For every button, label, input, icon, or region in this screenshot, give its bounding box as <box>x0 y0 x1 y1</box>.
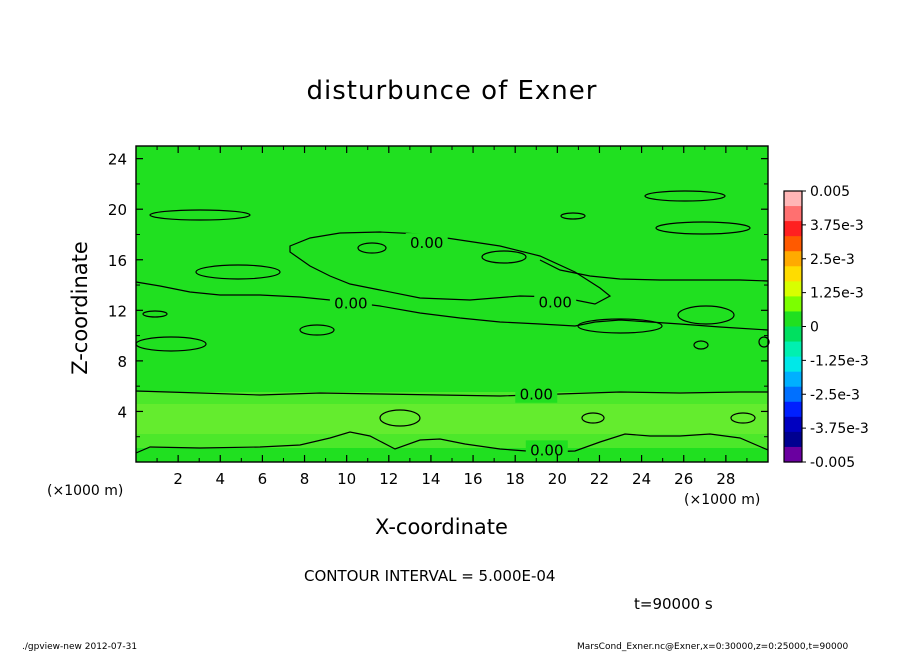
colorbar-swatch <box>784 371 802 388</box>
colorbar-swatch <box>784 251 802 267</box>
contour-line <box>135 281 769 331</box>
contour-label-bg <box>534 292 577 311</box>
colorbar-label: -1.25e-3 <box>810 353 869 369</box>
contour-line <box>581 412 605 424</box>
colorbar-swatch <box>784 431 802 448</box>
contour-label: 0.00 <box>520 386 553 404</box>
colorbar-swatch <box>784 386 802 403</box>
contour-line <box>577 318 663 334</box>
x-tick-label: 16 <box>464 470 483 488</box>
colorbar-swatch <box>784 416 802 433</box>
contour-line <box>758 336 770 348</box>
contour-line <box>481 250 527 264</box>
contour-line <box>299 324 335 336</box>
contour-line <box>289 231 612 305</box>
x-tick-label: 26 <box>674 470 693 488</box>
colorbar-swatch <box>784 401 802 418</box>
colorbar-swatch <box>784 446 802 463</box>
y-tick-label: 4 <box>117 403 127 421</box>
colorbar-label: -3.75e-3 <box>810 421 869 437</box>
footer-right: MarsCond_Exner.nc@Exner,x=0:30000,z=0:25… <box>577 642 849 652</box>
contour-line <box>195 264 281 280</box>
x-tick-label: 6 <box>258 470 268 488</box>
contour-label-bg <box>405 233 448 252</box>
contour-line <box>730 412 756 424</box>
x-tick-label: 12 <box>379 470 398 488</box>
colorbar-label: -2.5e-3 <box>810 387 860 403</box>
colorbar-swatch <box>784 221 802 237</box>
contour-line <box>149 209 251 221</box>
x-tick-label: 24 <box>632 470 651 488</box>
contour-line <box>142 310 168 318</box>
x-tick-label: 14 <box>421 470 440 488</box>
shading-bands <box>136 392 768 448</box>
contour-labels: 0.00 0.00 0.00 0.00 0.00 <box>329 233 577 459</box>
contour-line <box>560 212 586 220</box>
contour-lines <box>135 190 770 454</box>
contour-line <box>135 390 768 397</box>
x-tick-label: 2 <box>173 470 183 488</box>
y-tick-label: 12 <box>108 302 127 320</box>
colorbar-swatch <box>784 236 802 252</box>
contour-line <box>539 259 769 282</box>
colorbar-swatch <box>784 311 802 328</box>
contour-line <box>379 409 421 427</box>
x-tick-label: 28 <box>716 470 735 488</box>
colorbar: 0.005 3.75e-3 2.5e-3 1.25e-3 0 -1.25e-3 -2.5e-… <box>783 184 869 471</box>
x-unit-note-left: (×1000 m) <box>47 483 124 499</box>
x-unit-note-right: (×1000 m) <box>684 492 761 508</box>
contour-line <box>135 431 769 454</box>
contour-label: 0.00 <box>530 441 563 459</box>
colorbar-label: -0.005 <box>810 455 855 471</box>
colorbar-swatch <box>784 356 802 373</box>
colorbar-swatch <box>784 326 802 343</box>
y-tick-label: 20 <box>108 201 127 219</box>
y-tick-label: 24 <box>108 151 127 169</box>
contour-line <box>655 221 751 235</box>
colorbar-swatch <box>784 341 802 358</box>
chart-title: disturbunce of Exner <box>306 76 598 106</box>
shading-band <box>136 404 768 434</box>
y-tick-label: 16 <box>108 252 127 270</box>
plot-area: 0.000.000.000.000.00 2 4 6 8 10 12 14 16 18 20 22 2… <box>108 145 770 488</box>
y-tick-label: 8 <box>117 353 127 371</box>
x-tick-label: 20 <box>548 470 567 488</box>
colorbar-swatch <box>784 206 802 222</box>
contour-label-bg <box>525 440 568 459</box>
contour-label: 0.00 <box>539 293 572 311</box>
contour-label: 0.00 <box>410 234 443 252</box>
contour-label-bg <box>515 384 558 403</box>
contour-interval-text: CONTOUR INTERVAL = 5.000E-04 <box>304 567 556 585</box>
colorbar-label: 0.005 <box>810 184 850 200</box>
x-tick-label: 10 <box>337 470 356 488</box>
contour-line <box>644 190 726 202</box>
colorbar-label: 0 <box>810 320 819 336</box>
y-axis-label: Z-coordinate <box>68 241 92 375</box>
colorbar-swatch <box>784 266 802 282</box>
contour-line <box>693 340 709 350</box>
contour-label: 0.00 <box>334 295 367 313</box>
x-tick-label: 8 <box>300 470 310 488</box>
x-tick-label: 22 <box>590 470 609 488</box>
colorbar-swatch <box>784 281 802 297</box>
colorbar-swatch <box>784 296 802 313</box>
colorbar-label: 3.75e-3 <box>810 218 864 234</box>
colorbar-swatch <box>784 191 802 207</box>
contour-label-bg <box>329 293 372 312</box>
x-tick-label: 18 <box>506 470 525 488</box>
x-axis-label: X-coordinate <box>375 515 508 539</box>
time-label: t=90000 s <box>634 595 713 613</box>
contour-line <box>357 242 387 254</box>
colorbar-label: 2.5e-3 <box>810 252 855 268</box>
contour-line <box>677 305 735 325</box>
colorbar-label: 1.25e-3 <box>810 286 864 302</box>
footer-left: ./gpview-new 2012-07-31 <box>22 642 138 652</box>
x-tick-label: 4 <box>215 470 225 488</box>
